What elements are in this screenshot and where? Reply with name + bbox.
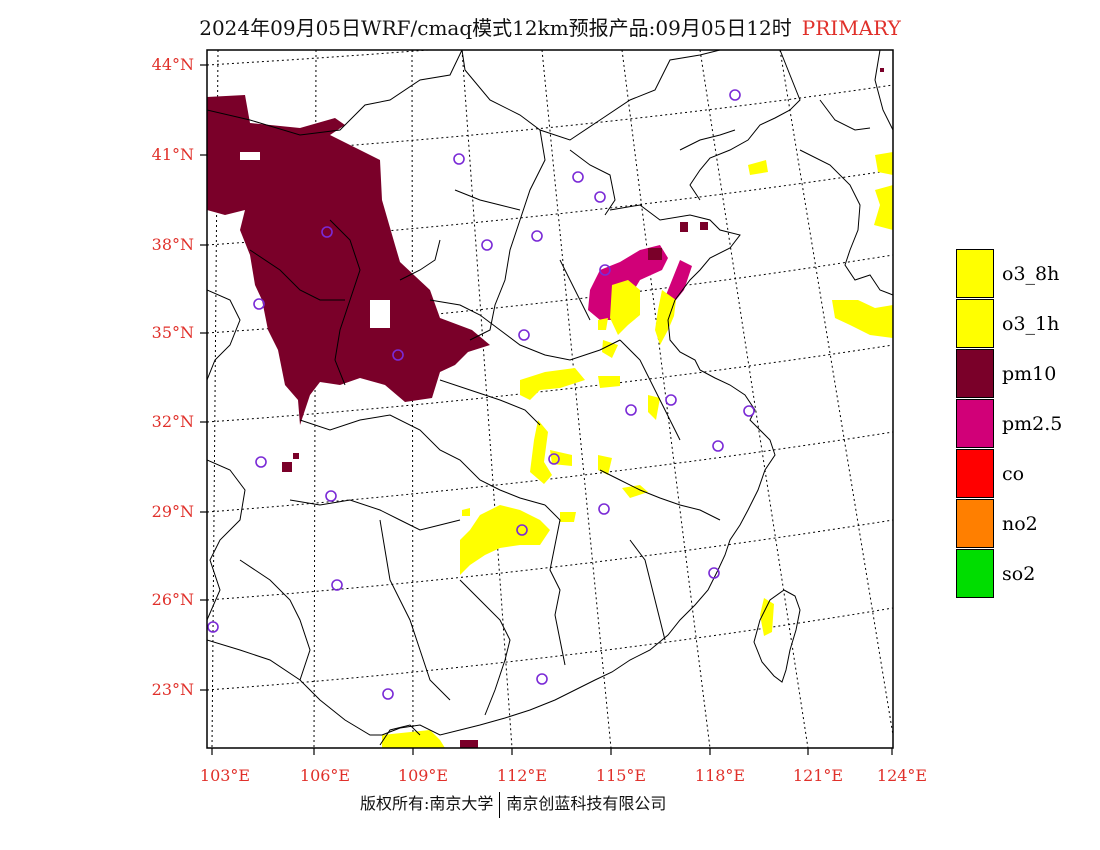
- lat-label: 35°N: [151, 323, 194, 342]
- lat-label: 26°N: [151, 590, 194, 609]
- lon-label: 109°E: [397, 766, 449, 785]
- legend-label: no2: [1002, 513, 1038, 535]
- lat-label: 44°N: [151, 55, 194, 74]
- lat-label: 38°N: [151, 235, 194, 254]
- legend-swatch: [956, 499, 994, 548]
- legend-swatch: [956, 449, 994, 498]
- axis-ticks: [200, 64, 893, 755]
- lat-label: 32°N: [151, 412, 194, 431]
- lon-label: 121°E: [792, 766, 844, 785]
- ozone-regions: [382, 152, 893, 748]
- legend-swatch: [956, 299, 994, 348]
- boundaries: [207, 50, 893, 746]
- legend-label: o3_1h: [1002, 313, 1060, 335]
- legend-swatch: [956, 249, 994, 298]
- lon-label: 103°E: [199, 766, 251, 785]
- legend-label: o3_8h: [1002, 263, 1060, 285]
- lon-label: 118°E: [694, 766, 746, 785]
- copyright-left: 版权所有:南京大学: [360, 794, 494, 813]
- legend-label: pm10: [1002, 363, 1057, 385]
- lon-label: 106°E: [299, 766, 351, 785]
- lon-label: 124°E: [876, 766, 928, 785]
- footer-separator: [499, 791, 501, 818]
- lon-label: 112°E: [496, 766, 548, 785]
- map-title: 2024年09月05日WRF/cmaq模式12km预报产品:09月05日12时 P…: [0, 12, 1100, 41]
- lat-label: 41°N: [151, 145, 194, 164]
- lat-label: 23°N: [151, 680, 194, 699]
- legend-label: co: [1002, 463, 1025, 485]
- legend-swatch: [956, 349, 994, 398]
- pm10-region: [207, 95, 490, 425]
- legend-label: so2: [1002, 563, 1036, 585]
- lon-label: 115°E: [595, 766, 647, 785]
- legend-swatch: [956, 549, 994, 598]
- pm10-spots: [282, 68, 884, 748]
- copyright-right: 南京创蓝科技有限公司: [506, 794, 667, 813]
- lat-label: 29°N: [151, 502, 194, 521]
- city-markers: [207, 89, 755, 700]
- title-primary-tag: PRIMARY: [801, 16, 901, 40]
- title-text: 2024年09月05日WRF/cmaq模式12km预报产品:09月05日12时: [199, 16, 792, 40]
- legend-label: pm2.5: [1002, 413, 1063, 435]
- legend-swatch: [956, 399, 994, 448]
- map-frame: [206, 49, 894, 749]
- copyright-footer: 版权所有:南京大学 南京创蓝科技有限公司: [360, 790, 666, 818]
